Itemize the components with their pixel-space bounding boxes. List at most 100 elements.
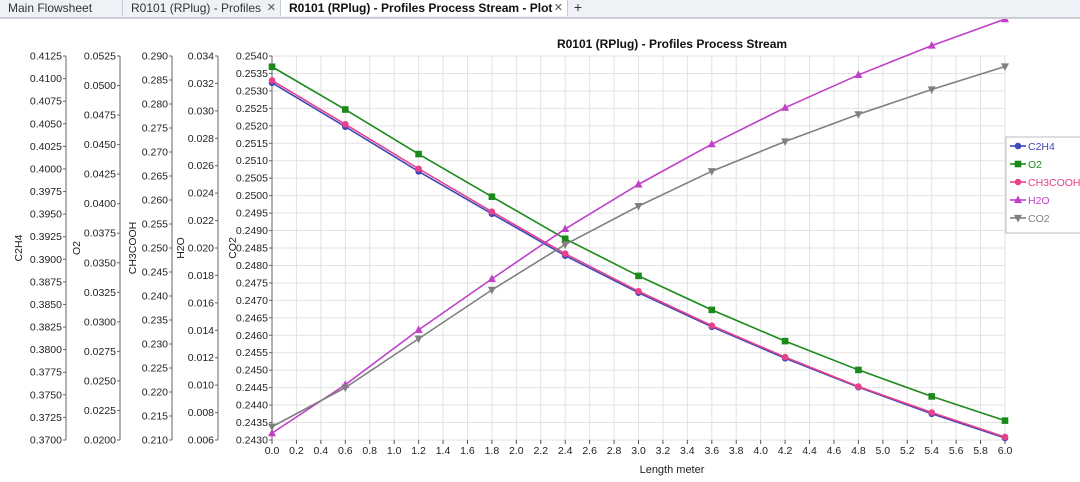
y-axis-label: O2 xyxy=(71,241,83,255)
y-tick-label: 0.2535 xyxy=(236,68,268,80)
y-tick-label: 0.024 xyxy=(188,188,214,200)
data-point xyxy=(927,86,936,94)
y-tick-label: 0.220 xyxy=(142,387,168,399)
y-tick-label: 0.280 xyxy=(142,99,168,111)
y-tick-label: 0.4000 xyxy=(30,163,62,175)
x-tick-label: 1.2 xyxy=(411,445,426,457)
data-point xyxy=(708,306,716,314)
y-tick-label: 0.2500 xyxy=(236,190,268,202)
y-tick-label: 0.255 xyxy=(142,219,168,231)
y-tick-label: 0.2450 xyxy=(236,365,268,377)
data-point xyxy=(854,111,863,119)
x-tick-label: 1.6 xyxy=(460,445,475,457)
y-tick-label: 0.008 xyxy=(188,407,214,419)
x-tick-label: 3.0 xyxy=(631,445,646,457)
data-point xyxy=(561,250,569,258)
y-tick-label: 0.4100 xyxy=(30,73,62,85)
x-tick-label: 3.6 xyxy=(704,445,719,457)
y-tick-label: 0.260 xyxy=(142,195,168,207)
data-point xyxy=(414,325,423,333)
y-tick-label: 0.2525 xyxy=(236,103,268,115)
y-tick-label: 0.215 xyxy=(142,411,168,423)
legend-marker xyxy=(1013,214,1023,223)
tab-label: R0101 (RPlug) - Profiles xyxy=(131,1,262,15)
data-point xyxy=(1001,417,1009,424)
y-tick-label: 0.3700 xyxy=(30,435,62,447)
y-tick-label: 0.014 xyxy=(188,325,214,337)
y-tick-label: 0.2520 xyxy=(236,120,268,132)
y-tick-label: 0.270 xyxy=(142,147,168,159)
close-icon[interactable]: ✕ xyxy=(553,2,563,14)
legend-marker xyxy=(1014,160,1022,168)
x-tick-label: 0.0 xyxy=(265,445,280,457)
y-tick-label: 0.2480 xyxy=(236,260,268,272)
data-point xyxy=(634,179,643,188)
y-tick-label: 0.230 xyxy=(142,339,168,351)
legend-label: O2 xyxy=(1028,159,1042,171)
tab-label: Main Flowsheet xyxy=(8,1,93,15)
legend-marker xyxy=(1014,178,1022,186)
data-point xyxy=(854,70,863,79)
legend-label: CH3COOH xyxy=(1028,177,1080,189)
y-tick-label: 0.0300 xyxy=(84,316,116,328)
series-ch3cooh xyxy=(268,77,1009,441)
data-point xyxy=(268,63,276,71)
data-point xyxy=(415,165,422,173)
chart-title: R0101 (RPlug) - Profiles Process Stream xyxy=(557,37,787,51)
y-tick-label: 0.034 xyxy=(188,51,214,63)
data-point xyxy=(414,335,423,344)
x-tick-label: 3.4 xyxy=(680,445,695,457)
x-tick-label: 2.8 xyxy=(607,445,622,457)
y-tick-label: 0.3900 xyxy=(30,254,62,266)
y-tick-label: 0.3925 xyxy=(30,231,62,243)
y-tick-label: 0.3775 xyxy=(30,367,62,379)
y-tick-label: 0.0200 xyxy=(84,435,116,447)
data-point xyxy=(415,150,422,158)
legend: C2H4 O2 CH3COOH H2O CO2 xyxy=(1005,136,1080,234)
y-tick-label: 0.3750 xyxy=(30,389,62,401)
tab-profiles[interactable]: R0101 (RPlug) - Profiles ✕ xyxy=(123,0,281,16)
tab-main-flowsheet[interactable]: Main Flowsheet xyxy=(0,0,123,16)
y-tick-label: 0.0425 xyxy=(84,169,116,181)
legend-label: C2H4 xyxy=(1028,141,1055,153)
data-point xyxy=(1001,433,1009,441)
x-tick-label: 4.2 xyxy=(778,445,793,457)
x-tick-label: 0.8 xyxy=(362,445,377,457)
y-tick-label: 0.2465 xyxy=(236,312,268,324)
profiles-chart: 0.3700 0.3725 0.3750 0.3775 0.3800 0.3825 0.38… xyxy=(13,14,1080,476)
close-icon[interactable]: ✕ xyxy=(266,2,276,14)
y-tick-label: 0.210 xyxy=(142,435,168,447)
data-point xyxy=(561,235,569,243)
x-tick-label: 1.0 xyxy=(387,445,402,457)
data-point xyxy=(635,287,642,295)
data-point xyxy=(634,203,643,211)
x-tick-label: 4.8 xyxy=(851,445,866,457)
y-tick-label: 0.032 xyxy=(188,78,214,90)
y-tick-label: 0.018 xyxy=(188,270,214,282)
y-tick-label: 0.0400 xyxy=(84,198,116,210)
data-point xyxy=(1000,63,1010,71)
y-tick-label: 0.026 xyxy=(188,160,214,172)
y-tick-label: 0.2490 xyxy=(236,225,268,237)
data-point xyxy=(268,77,276,84)
x-tick-label: 2.2 xyxy=(533,445,548,457)
x-tick-label: 0.4 xyxy=(314,445,329,457)
legend-item: C2H4 xyxy=(1010,141,1055,153)
y-axis-label: H2O xyxy=(175,237,187,259)
add-tab-button[interactable]: + xyxy=(573,0,583,15)
y-tick-label: 0.3875 xyxy=(30,276,62,288)
y-tick-label: 0.010 xyxy=(188,380,214,392)
y-tick-label: 0.3975 xyxy=(30,186,62,198)
y-tick-label: 0.2530 xyxy=(236,85,268,97)
x-tick-label: 6.0 xyxy=(998,445,1013,457)
y-tick-label: 0.0475 xyxy=(84,110,116,122)
y-tick-label: 0.0375 xyxy=(84,228,116,240)
y-tick-label: 0.006 xyxy=(188,435,214,447)
x-tick-label: 4.4 xyxy=(802,445,817,457)
legend-item: CO2 xyxy=(1010,213,1050,225)
x-axis-label: Length meter xyxy=(640,464,705,476)
x-tick-label: 2.0 xyxy=(509,445,524,457)
tab-profiles-plot[interactable]: R0101 (RPlug) - Profiles Process Stream … xyxy=(281,0,568,16)
x-tick-label: 2.4 xyxy=(558,445,573,457)
y-axes: 0.3700 0.3725 0.3750 0.3775 0.3800 0.3825 0.38… xyxy=(13,51,273,447)
